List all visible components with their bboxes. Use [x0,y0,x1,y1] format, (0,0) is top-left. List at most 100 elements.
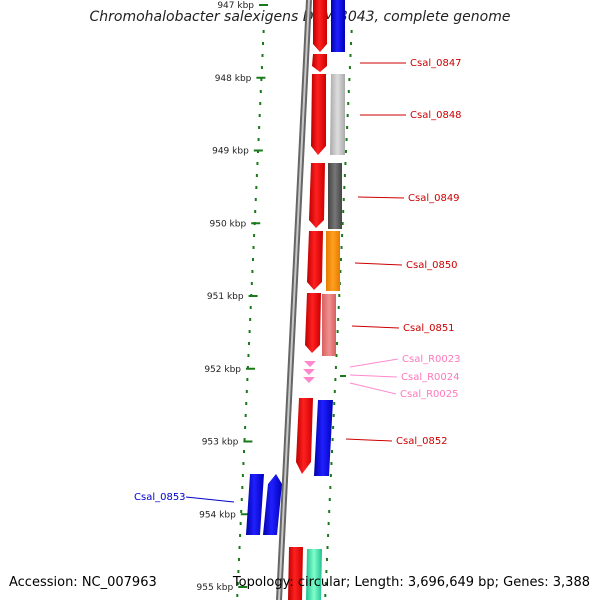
guide-dot [251,270,254,273]
guide-dot [335,354,338,357]
guide-dot [347,90,350,93]
guide-dot [244,414,247,417]
gene-feature-0849[interactable] [309,163,325,228]
gene-feature-0853b[interactable] [263,474,282,535]
leader-R0024 [349,374,398,378]
gene-feature-0847[interactable] [312,54,327,72]
gene-feature-0848-grey[interactable] [330,74,345,155]
gene-label-0848[interactable]: Csal_0848 [410,110,462,121]
guide-dot [347,102,350,105]
scale-tick-label: 947 kbp [217,1,254,11]
gene-feature-0849-dark[interactable] [328,163,342,229]
scale-ticks: 947 kbp 948 kbp 949 kbp 950 kbp 951 kbp 952 k… [197,1,268,593]
gene-feature-0851[interactable] [305,293,321,353]
gene-feature-0851-pink[interactable] [322,294,336,356]
guide-dot [332,414,335,417]
guide-dot [346,114,349,117]
guide-dot [261,54,264,57]
gene-feature-0850[interactable] [307,231,323,290]
rna-feature-R0024[interactable] [303,369,315,375]
guide-dot [251,258,254,261]
rna-feature-R0025[interactable] [303,377,315,383]
reverse-strand-features [306,0,345,600]
guide-dot [340,246,343,249]
leader-0852 [345,438,393,442]
guide-dot [346,126,349,129]
guide-dot [341,222,344,225]
gene-label-0852[interactable]: Csal_0852 [396,436,448,447]
leader-0853 [185,496,235,503]
gene-label-R0025[interactable]: Csal_R0025 [400,389,459,400]
gene-feature-0852-blue[interactable] [314,400,333,476]
guide-dot [339,270,342,273]
guide-dot [250,282,253,285]
guide-dot [239,522,242,525]
guide-dot [256,162,259,165]
gene-label-0847[interactable]: Csal_0847 [410,58,462,69]
gene-feature-0848[interactable] [311,74,326,155]
gene-feature-bottom[interactable] [288,547,303,600]
gene-label-R0023[interactable]: Csal_R0023 [402,354,461,365]
scale-tick-label: 950 kbp [210,219,247,229]
guide-dot [327,534,330,537]
gene-label-0849[interactable]: Csal_0849 [408,193,460,204]
left-features [246,474,282,535]
guide-dot [260,66,263,69]
guide-dot [249,306,252,309]
strand-marker [340,375,346,377]
scale-tick-label: 953 kbp [202,438,239,448]
leader-lines [185,62,406,503]
guide-dot [245,390,248,393]
scale-tick-label: 952 kbp [204,365,241,375]
guide-dot [236,594,239,597]
guide-dot [324,582,327,585]
guide-dot [324,594,327,597]
leader-0851 [351,325,400,329]
guide-dot [342,210,345,213]
guide-dot [328,510,331,513]
guide-dot [240,498,243,501]
gene-feature-0853[interactable] [246,474,264,535]
rna-feature-R0023[interactable] [304,361,316,367]
guide-dot [254,198,257,201]
gene-labels: Csal_0847 Csal_0848 Csal_0849 Csal_0850 … [134,58,462,503]
gene-label-R0024[interactable]: Csal_R0024 [401,372,460,383]
guide-dot [255,174,258,177]
guide-dot [258,126,261,129]
guide-dot [243,438,246,441]
gene-feature-0847a[interactable] [313,0,327,52]
gene-feature-top-blue[interactable] [331,0,345,52]
gene-label-0850[interactable]: Csal_0850 [406,260,458,271]
guide-dot [242,462,245,465]
guide-dot [332,426,335,429]
guide-dot [345,150,347,153]
guide-dot [249,318,252,321]
guide-dot [239,534,242,537]
guide-dot [243,450,245,453]
guide-dot [262,42,265,45]
guide-dot [253,234,256,237]
gene-feature-bottom-mint[interactable] [306,549,322,600]
guide-dot [236,582,239,585]
scale-tick-label: 951 kbp [207,292,244,302]
guide-dot [327,522,330,525]
genome-backbone-highlight [278,0,310,600]
topology-text: Topology: circular; Length: 3,696,649 bp… [232,575,590,590]
gene-feature-0850-orange[interactable] [326,231,340,291]
guide-dot [246,378,249,381]
strand-ticks [340,375,346,377]
guide-dot [259,90,262,93]
gene-label-0851[interactable]: Csal_0851 [403,323,455,334]
guide-dot [349,54,352,57]
guide-dot [350,42,353,45]
guide-dot [259,102,262,105]
dotted-guide-right [324,30,353,597]
guide-dot [337,306,340,309]
gene-feature-0852[interactable] [296,398,313,474]
guide-dot [240,510,243,513]
gene-label-0853[interactable]: Csal_0853 [134,492,186,503]
leader-R0025 [349,382,397,395]
guide-dot [339,258,342,261]
guide-dot [325,558,328,561]
